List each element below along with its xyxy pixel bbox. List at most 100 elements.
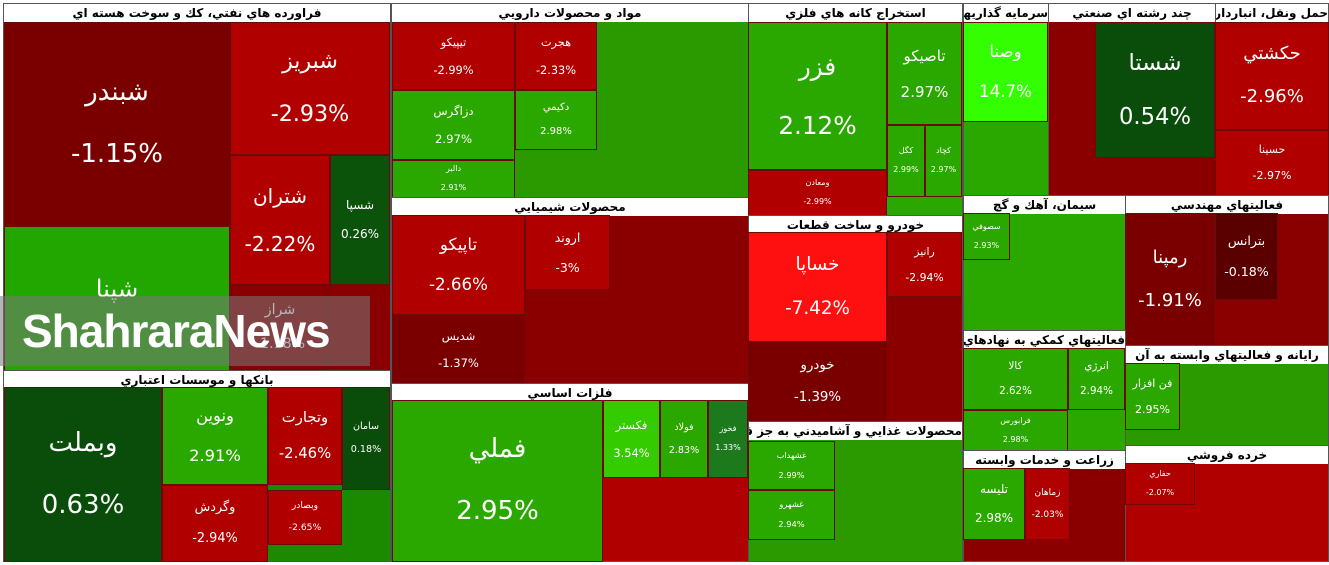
stock-change: -1.37%	[438, 356, 479, 371]
stock-change: 1.33%	[715, 443, 741, 453]
stock-tile: وبملت 0.63%	[4, 387, 162, 562]
stock-name: كگل	[898, 146, 914, 155]
stock-change: 2.99%	[893, 165, 919, 175]
stock-name: حكشتي	[1243, 43, 1301, 64]
stock-name: انرژي	[1084, 360, 1109, 373]
stock-name: غشهرو	[779, 499, 804, 510]
stock-change: 2.91%	[189, 445, 241, 465]
stock-tile: وتجارت -2.46%	[268, 387, 342, 485]
stock-tile: غشهرو 2.94%	[748, 490, 835, 540]
stock-tile: شديس -1.37%	[392, 315, 525, 384]
stock-tile: بترانس -0.18%	[1215, 213, 1278, 300]
stock-change: 2.93%	[973, 240, 1000, 250]
sector-title: محصولات غذايي و آشاميدني به جز قند و شكر	[749, 422, 962, 440]
stock-name: حفاري	[1149, 469, 1171, 478]
stock-name: دالبر	[445, 164, 462, 173]
stock-tile: تليسه 2.98%	[963, 468, 1025, 540]
stock-change: 2.97%	[900, 82, 949, 101]
stock-name: فولاد	[674, 421, 694, 433]
stock-tile: رمپنا -1.91%	[1125, 213, 1215, 346]
stock-tile: فولاد 2.83%	[660, 400, 708, 478]
stock-tile: خساپا -7.42%	[748, 232, 887, 342]
stock-tile: شبريز -2.93%	[230, 22, 390, 155]
stock-change: 2.97%	[930, 165, 957, 175]
stock-change: -2.07%	[1145, 488, 1175, 498]
stock-tile: كچاد 2.97%	[925, 125, 962, 197]
stock-name: شتران	[252, 184, 308, 208]
stock-change: -2.65%	[288, 522, 322, 534]
stock-tile: فملي 2.95%	[392, 400, 603, 562]
stock-name: هجرت	[540, 35, 572, 50]
stock-change: 2.95%	[1135, 402, 1170, 416]
sector-title: زراعت و خدمات وابسته	[964, 451, 1125, 469]
stock-name: فخوز	[719, 424, 737, 433]
stock-change: 2.91%	[440, 183, 467, 193]
stock-name: شبندر	[85, 77, 149, 107]
stock-change: 2.62%	[999, 385, 1032, 398]
stock-tile: غشهداب 2.99%	[748, 441, 835, 490]
stock-tile: فخوز 1.33%	[708, 400, 748, 478]
stock-name: شبريز	[282, 48, 338, 75]
watermark: ShahraraNews	[0, 296, 370, 366]
stock-change: -0.18%	[1224, 263, 1269, 279]
sector-title: رايانه و فعاليتهاي وابسته به آن	[1126, 346, 1328, 364]
stock-change: -2.99%	[803, 197, 832, 207]
stock-name: كالا	[1008, 360, 1023, 373]
sector-title: سرمايه گذاريها	[964, 4, 1048, 22]
sector-title: محصولات شيميايي	[392, 198, 748, 216]
stock-tile: كگل 2.99%	[887, 125, 925, 197]
stock-tile: فرابورس 2.98%	[963, 410, 1068, 451]
stock-name: شستا	[1128, 49, 1182, 76]
stock-tile: هجرت -2.33%	[515, 22, 597, 90]
stock-tile: حكشتي -2.96%	[1215, 22, 1329, 130]
sector-title: سيمان، آهك و گچ	[964, 196, 1125, 214]
stock-tile: فزر 2.12%	[748, 22, 887, 170]
stock-tile: دالبر 2.91%	[392, 160, 515, 198]
stock-tile: شستا 0.54%	[1095, 22, 1215, 158]
stock-tile: اروند -3%	[525, 215, 610, 290]
sector-title: مواد و محصولات دارويي	[392, 4, 748, 22]
stock-name: وبصادر	[291, 500, 319, 512]
stock-change: 2.98%	[540, 126, 572, 137]
stock-name: فن افزار	[1132, 376, 1173, 390]
stock-name: غشهداب	[776, 450, 807, 461]
stock-name: وصنا	[989, 41, 1022, 61]
sector-title: فعاليتهاي مهندسي	[1126, 196, 1328, 214]
stock-tile: سامان 0.18%	[342, 387, 390, 490]
stock-name: وبملت	[48, 427, 118, 458]
stock-name: زماهان	[1034, 488, 1061, 499]
stock-change: 0.54%	[1119, 104, 1191, 131]
sector-title: خرده فروشي	[1126, 446, 1328, 464]
stock-change: -2.99%	[433, 62, 474, 77]
sector-title: بانكها و موسسات اعتباري	[4, 371, 390, 389]
stock-change: -2.94%	[192, 530, 238, 546]
stock-change: -1.15%	[71, 139, 163, 170]
stock-name: فملي	[468, 434, 527, 464]
stock-change: 0.26%	[340, 226, 380, 241]
stock-tile: تاپيكو -2.66%	[392, 215, 525, 315]
stock-change: 14.7%	[979, 81, 1032, 101]
stock-tile: انرژي 2.94%	[1068, 348, 1125, 410]
stock-tile: فن افزار 2.95%	[1125, 363, 1180, 430]
stock-name: فرابورس	[1000, 415, 1031, 425]
stock-change: 2.12%	[778, 110, 857, 140]
stock-name: فكستر	[615, 418, 648, 433]
stock-name: ونوين	[196, 406, 234, 426]
stock-name: تيپيكو	[440, 35, 467, 50]
stock-name: سامان	[352, 421, 380, 433]
stock-tile: دكيمي 2.98%	[515, 90, 597, 150]
stock-tile: كالا 2.62%	[963, 348, 1068, 410]
stock-change: -3%	[555, 259, 580, 275]
stock-change: 3.54%	[613, 445, 650, 460]
stock-tile: شبندر -1.15%	[4, 22, 230, 226]
stock-tile: حفاري -2.07%	[1125, 463, 1195, 505]
stock-change: -2.66%	[429, 274, 488, 294]
stock-tile: تيپيكو -2.99%	[392, 22, 515, 90]
stock-name: وتجارت	[281, 409, 329, 427]
stock-tile: خودرو -1.39%	[748, 342, 887, 422]
stock-tile: زماهان -2.03%	[1025, 468, 1070, 540]
sector-title: حمل ونقل، انبارداري و ارتباطات	[1216, 4, 1328, 22]
stock-name: حسينا	[1258, 143, 1286, 156]
stock-change: 2.98%	[974, 510, 1014, 525]
